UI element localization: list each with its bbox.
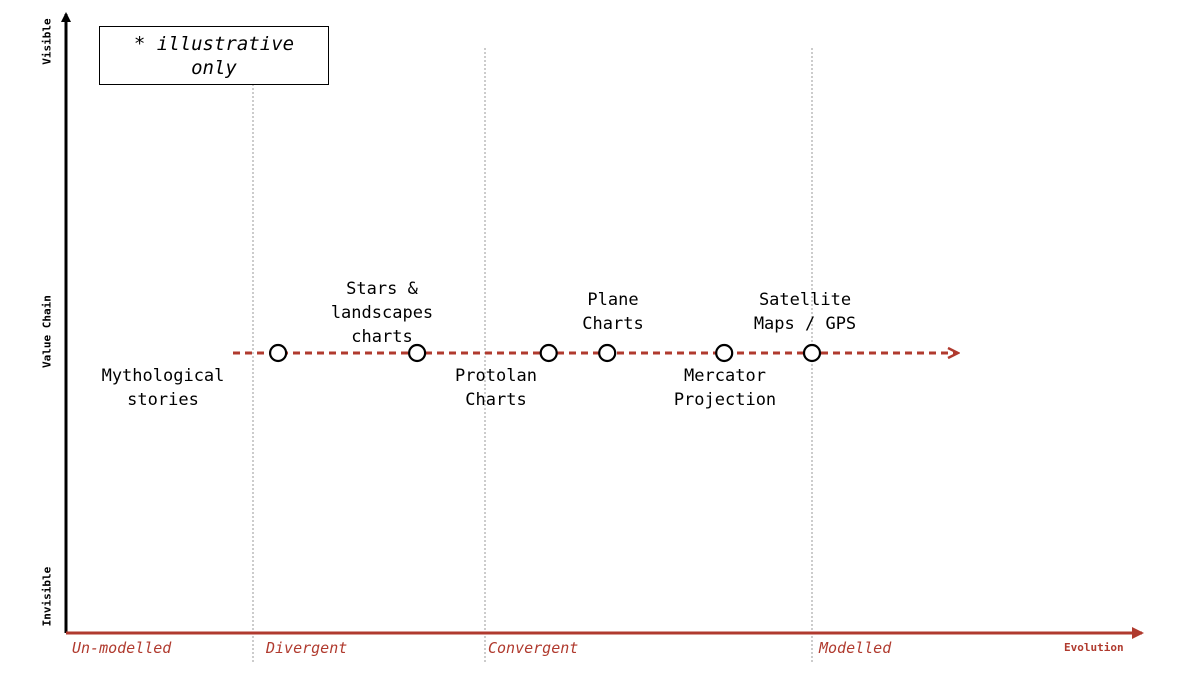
component-node-stars [408,343,427,363]
component-node-satellite [802,343,822,363]
illustrative-note-box: * illustrative only [99,26,329,85]
stage-label-unmodelled: Un-modelled [72,639,172,657]
component-node-protolan [539,343,558,363]
component-node-plane [598,343,617,363]
y-axis-title: Value Chain [40,295,54,368]
component-label-stars: Stars & landscapes charts [330,279,434,347]
component-label-mythological: Mythological stories [101,366,225,410]
component-label-mercator: Mercator Projection [673,366,777,410]
illustrative-note: * illustrative only [133,32,295,79]
stage-label-modelled: Modelled [819,639,892,657]
y-axis-top-label: Visible [40,18,54,65]
y-axis-bottom-label: Invisible [40,566,54,627]
component-label-plane: Plane Charts [582,290,644,334]
component-label-satellite: Satellite Maps / GPS [753,290,857,334]
component-node-mythological [269,343,288,363]
component-label-protolan: Protolan Charts [455,366,537,410]
stage-label-convergent: Convergent [488,639,579,657]
stage-label-divergent: Divergent [266,639,348,657]
x-axis-title: Evolution [1064,641,1124,654]
component-node-mercator [715,343,734,363]
